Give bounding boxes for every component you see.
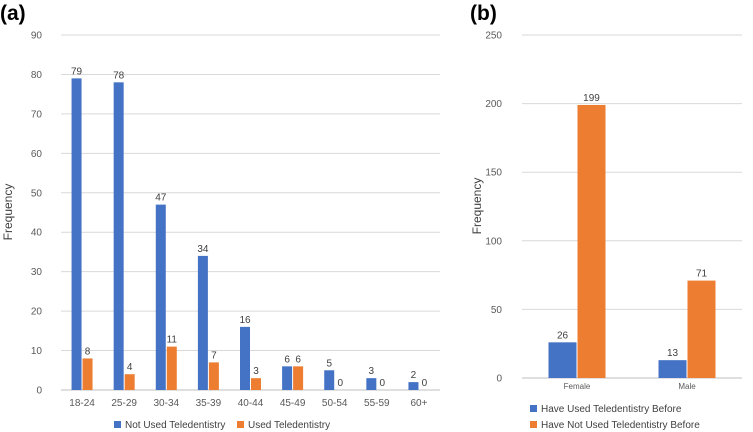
y-tick-label: 60 — [31, 149, 43, 160]
data-label: 0 — [337, 378, 343, 389]
data-label: 16 — [239, 315, 251, 326]
bar-used-teledentistry-18-24 — [82, 358, 93, 390]
x-tick-label: Female — [564, 382, 591, 391]
bar-have-used-teledentistry-before-male — [658, 360, 687, 378]
bar-not-used-teledentistry-30-34 — [155, 204, 166, 390]
bar-not-used-teledentistry-35-39 — [197, 255, 208, 390]
y-tick-label: 0 — [496, 374, 502, 385]
data-label: 0 — [380, 378, 386, 389]
x-tick-label: 60+ — [410, 398, 427, 409]
data-label: 3 — [369, 366, 375, 377]
bar-used-teledentistry-35-39 — [208, 362, 219, 390]
data-label: 4 — [127, 362, 133, 373]
bar-not-used-teledentistry-25-29 — [113, 82, 124, 390]
legend-label: Used Teledentistry — [248, 420, 330, 431]
data-label: 71 — [696, 269, 708, 280]
x-tick-label: 25-29 — [111, 398, 137, 409]
bar-not-used-teledentistry-55-59 — [366, 378, 377, 390]
data-label: 199 — [583, 93, 600, 104]
data-label: 26 — [557, 330, 569, 341]
legend-swatch — [530, 405, 537, 412]
bar-not-used-teledentistry-45-49 — [282, 366, 293, 390]
data-label: 47 — [155, 193, 167, 204]
data-label: 11 — [167, 335, 178, 346]
x-tick-label: 45-49 — [280, 398, 306, 409]
legend-label: Have Used Teledentistry Before — [541, 404, 682, 415]
legend-swatch — [114, 421, 121, 428]
y-tick-label: 70 — [31, 109, 43, 120]
data-label: 3 — [253, 366, 259, 377]
y-tick-label: 50 — [31, 188, 43, 199]
y-tick-label: 30 — [31, 267, 43, 278]
y-tick-label: 250 — [485, 31, 502, 42]
y-axis-title: Frequency — [470, 178, 484, 235]
bar-used-teledentistry-40-44 — [251, 378, 261, 390]
bar-not-used-teledentistry-50-54 — [324, 370, 335, 390]
data-label: 5 — [326, 358, 332, 369]
x-tick-label: 18-24 — [69, 398, 95, 409]
y-tick-label: 90 — [31, 31, 43, 42]
data-label: 79 — [71, 66, 83, 77]
x-tick-label: 35-39 — [196, 398, 222, 409]
x-tick-label: 40-44 — [238, 398, 264, 409]
chart-b: 0 50 100 150 200 250 Frequency 26 199 Female 13 71 M… — [470, 31, 742, 431]
panel-a-label: (a) — [0, 2, 26, 25]
data-label: 6 — [284, 354, 290, 365]
y-tick-label: 150 — [485, 168, 502, 179]
y-tick-label: 0 — [36, 386, 42, 397]
data-label: 78 — [113, 70, 125, 81]
bar-used-teledentistry-25-29 — [124, 374, 135, 390]
legend-swatch — [530, 421, 537, 428]
y-tick-label: 10 — [31, 346, 43, 357]
y-tick-label: 100 — [485, 236, 502, 247]
legend-swatch — [237, 421, 244, 428]
data-label: 34 — [197, 244, 209, 255]
bar-have-not-used-teledentistry-before-male — [687, 280, 716, 378]
y-tick-label: 50 — [491, 305, 503, 316]
bar-used-teledentistry-30-34 — [166, 346, 177, 390]
data-label: 7 — [211, 350, 217, 361]
data-label: 0 — [422, 378, 428, 389]
y-tick-label: 80 — [31, 70, 43, 81]
bar-used-teledentistry-45-49 — [293, 366, 304, 390]
x-tick-label: 55-59 — [364, 398, 390, 409]
y-tick-label: 200 — [485, 99, 502, 110]
panel-b-label: (b) — [470, 2, 497, 25]
bar-not-used-teledentistry-60- — [408, 382, 419, 390]
data-label: 6 — [295, 354, 301, 365]
data-label: 2 — [411, 370, 417, 381]
data-label: 13 — [667, 348, 679, 359]
y-tick-label: 20 — [31, 307, 43, 318]
legend-label: Not Used Teledentistry — [125, 420, 225, 431]
chart-a: 0102030405060708090Frequency79818-247842… — [1, 31, 440, 431]
x-tick-label: Male — [678, 382, 696, 391]
y-axis-title: Frequency — [1, 184, 15, 241]
x-tick-label: 30-34 — [153, 398, 179, 409]
data-label: 8 — [85, 346, 91, 357]
y-tick-label: 40 — [31, 228, 43, 239]
bar-not-used-teledentistry-40-44 — [240, 326, 250, 390]
x-tick-label: 50-54 — [322, 398, 348, 409]
bar-have-not-used-teledentistry-before-female — [577, 104, 606, 379]
bar-have-used-teledentistry-before-female — [548, 342, 577, 378]
legend-label: Have Not Used Teledentistry Before — [541, 420, 700, 431]
bar-not-used-teledentistry-18-24 — [71, 78, 82, 390]
